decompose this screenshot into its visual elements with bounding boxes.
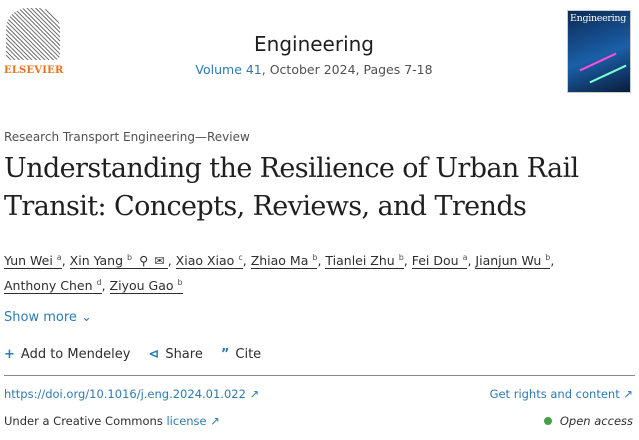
author-link[interactable]: Jianjun Wu b (475, 253, 551, 270)
article-title: Understanding the Resilience of Urban Ra… (4, 153, 579, 222)
chevron-down-icon: ⌄ (81, 310, 92, 325)
elsevier-tree-icon (6, 8, 60, 60)
author-link[interactable]: Ziyou Gao b (109, 278, 183, 295)
article-actions: + Add to Mendeley ⊲ Share ” Cite (4, 347, 261, 362)
volume-link[interactable]: Volume 41 (195, 62, 262, 77)
author-link[interactable]: Anthony Chen d (4, 278, 102, 295)
author-list: Yun Wei a, Xin Yang b ⚲ ✉, Xiao Xiao c, Z… (4, 247, 634, 297)
share-button[interactable]: ⊲ Share (148, 347, 203, 362)
quote-icon: ” (220, 347, 230, 362)
plus-icon: + (4, 347, 15, 362)
add-to-mendeley-button[interactable]: + Add to Mendeley (4, 347, 131, 362)
author-link[interactable]: Xin Yang b ⚲ ✉ (69, 253, 168, 270)
divider (4, 375, 635, 376)
author-link[interactable]: Xiao Xiao c (175, 253, 243, 270)
rights-link[interactable]: Get rights and content ↗ (489, 387, 633, 401)
issue-details: , October 2024, Pages 7-18 (261, 62, 433, 77)
author-link[interactable]: Fei Dou a (411, 253, 468, 270)
cover-beam (579, 52, 617, 72)
article-section: Research Transport Engineering—Review (4, 130, 250, 144)
license-link[interactable]: license ↗ (166, 414, 220, 428)
person-icon: ⚲ (139, 253, 149, 269)
email-icon[interactable]: ✉ (154, 253, 165, 269)
license-info: Under a Creative Commons license ↗ (4, 414, 220, 428)
journal-title[interactable]: Engineering (254, 32, 374, 56)
journal-cover-image[interactable]: Engineering (567, 10, 631, 93)
publisher-name: ELSEVIER (4, 65, 64, 76)
external-link-icon: ↗ (210, 414, 220, 428)
issue-info: Volume 41, October 2024, Pages 7-18 (0, 62, 628, 77)
open-access-badge: Open access (543, 414, 633, 428)
author-link[interactable]: Yun Wei a (4, 253, 62, 270)
cover-beam (589, 64, 627, 84)
author-link[interactable]: Tianlei Zhu b (325, 253, 404, 270)
share-icon: ⊲ (148, 347, 160, 362)
external-link-icon: ↗ (249, 387, 260, 401)
elsevier-logo[interactable]: ELSEVIER (4, 8, 64, 78)
cite-button[interactable]: ” Cite (220, 347, 262, 362)
doi-link[interactable]: https://doi.org/10.1016/j.eng.2024.01.02… (4, 387, 260, 401)
author-link[interactable]: Zhiao Ma b (250, 253, 318, 270)
open-access-dot-icon (543, 417, 552, 425)
external-link-icon: ↗ (623, 387, 633, 401)
cover-title: Engineering (570, 13, 627, 24)
show-more-button[interactable]: Show more ⌄ (4, 310, 92, 325)
